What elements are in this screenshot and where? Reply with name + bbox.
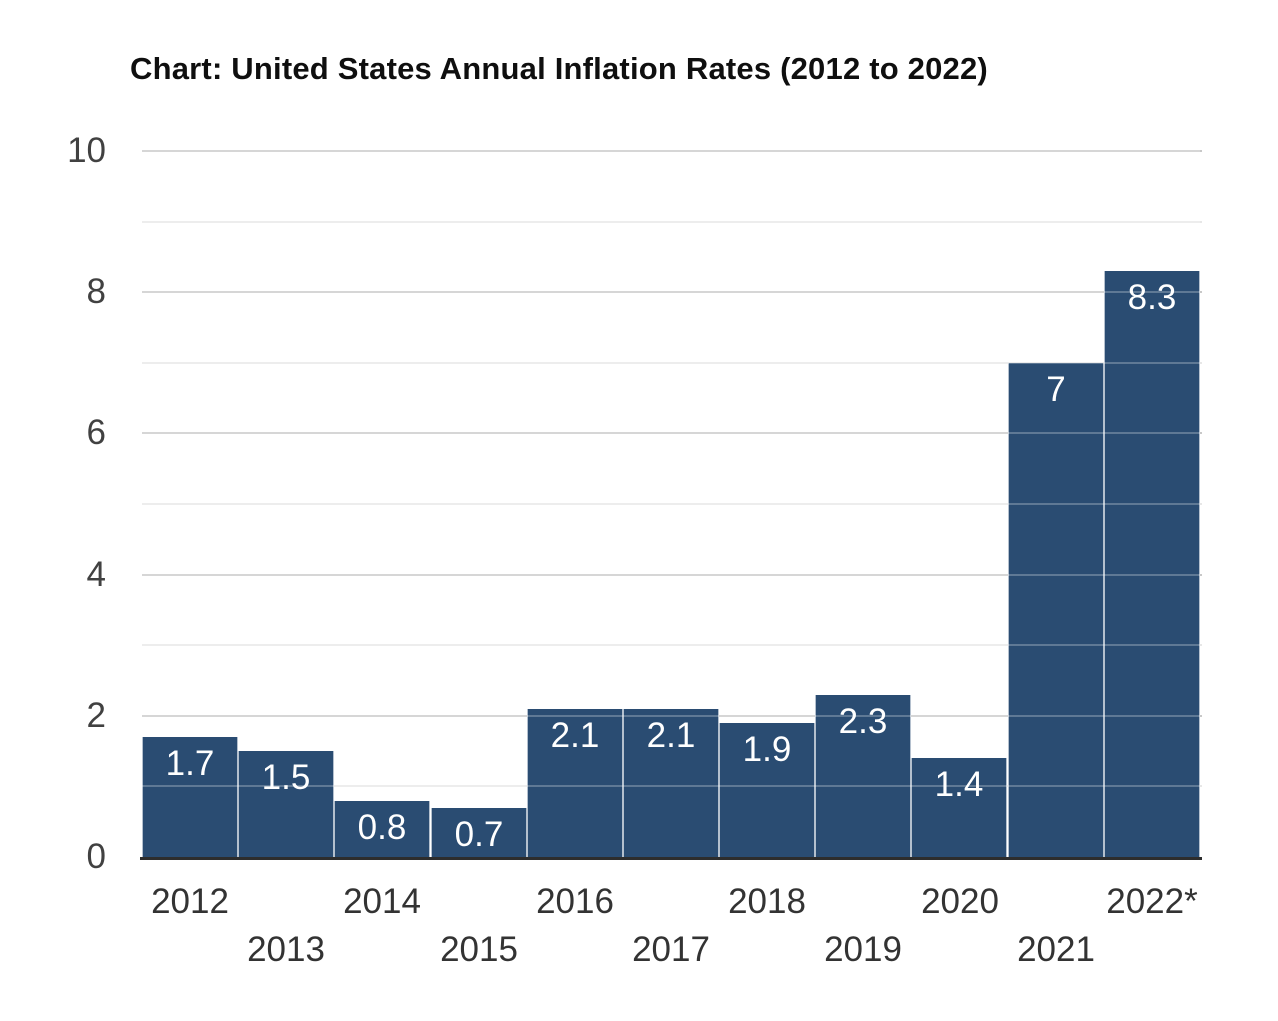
- x-axis-tick-label-2012: 2012: [151, 882, 229, 921]
- gridline-overlay: [142, 503, 1200, 505]
- x-axis-tick-label-2017: 2017: [632, 930, 710, 969]
- bar-2022: [1104, 271, 1200, 857]
- gridline-overlay: [142, 221, 1200, 223]
- bar-2020: [911, 758, 1007, 857]
- gridline-overlay: [142, 150, 1200, 152]
- x-axis-tick-label-2018: 2018: [728, 882, 806, 921]
- gridline-overlay: [142, 362, 1200, 364]
- x-axis-tick-label-2013: 2013: [247, 930, 325, 969]
- y-axis-tick-label-10: 10: [67, 131, 106, 170]
- chart-title: Chart: United States Annual Inflation Ra…: [130, 51, 988, 86]
- bar-value-label: 1.7: [165, 744, 215, 783]
- gridline-minor: [142, 221, 1202, 223]
- x-axis-line: [140, 857, 1202, 860]
- gridline-overlay: [142, 644, 1200, 646]
- gridline-major: [142, 574, 1202, 576]
- bar-2015: [431, 808, 527, 857]
- x-axis-tick-label-2014: 2014: [343, 882, 421, 921]
- gridline-minor: [142, 503, 1202, 505]
- gridline-overlay: [142, 785, 1200, 787]
- gridline-minor: [142, 644, 1202, 646]
- x-axis-tick-label-2022: 2022*: [1106, 882, 1198, 921]
- bar-2017: [623, 709, 719, 857]
- bar-value-label: 2.1: [550, 716, 600, 755]
- y-axis-tick-label-8: 8: [86, 272, 106, 311]
- gridline-major: [142, 291, 1202, 293]
- gridline-overlay: [142, 291, 1200, 293]
- gridline-major: [142, 150, 1202, 152]
- x-axis-tick-label-2021: 2021: [1017, 930, 1095, 969]
- bar-2012: [142, 737, 238, 857]
- bar-value-label: 0.7: [454, 815, 504, 854]
- x-axis-tick-label-2019: 2019: [824, 930, 902, 969]
- y-axis-tick-label-2: 2: [86, 696, 106, 735]
- bar-2018: [719, 723, 815, 857]
- y-axis-tick-label-4: 4: [86, 555, 106, 594]
- gridline-overlay: [142, 715, 1200, 717]
- bar-value-label: 8.3: [1127, 278, 1177, 317]
- gridline-minor: [142, 362, 1202, 364]
- y-axis-tick-label-0: 0: [86, 837, 106, 876]
- bar-value-label: 1.5: [261, 758, 311, 797]
- bar-value-label: 0.8: [357, 808, 407, 847]
- bar-value-label: 2.1: [646, 716, 696, 755]
- gridline-overlay: [142, 574, 1200, 576]
- x-axis-tick-label-2015: 2015: [440, 930, 518, 969]
- bar-value-label: 1.9: [742, 730, 792, 769]
- bar-2016: [527, 709, 623, 857]
- bar-value-label: 1.4: [934, 765, 984, 804]
- x-axis-tick-label-2020: 2020: [921, 882, 999, 921]
- bar-2013: [238, 751, 334, 857]
- bar-2014: [334, 801, 430, 857]
- gridline-major: [142, 432, 1202, 434]
- x-axis-tick-label-2016: 2016: [536, 882, 614, 921]
- bar-2019: [815, 695, 911, 857]
- bar-2021: [1008, 363, 1104, 857]
- bar-value-label: 2.3: [838, 702, 888, 741]
- bar-value-label: 7: [1046, 370, 1066, 409]
- y-axis-tick-label-6: 6: [86, 413, 106, 452]
- gridline-overlay: [142, 432, 1200, 434]
